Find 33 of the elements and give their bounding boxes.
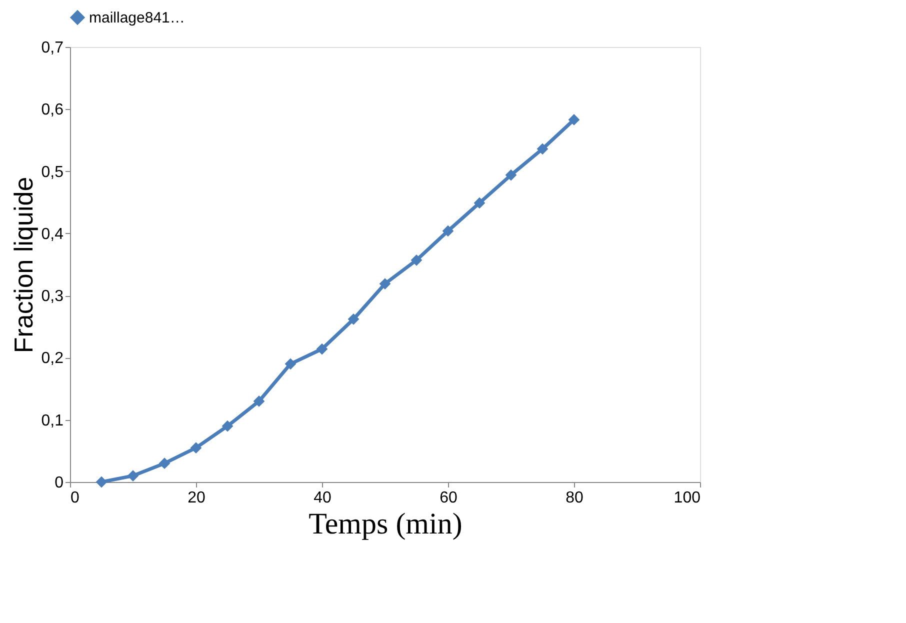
point [410,254,422,266]
point [253,396,265,407]
y-tick-label: 0,2 [41,350,64,368]
point [190,442,202,454]
x-tick-label: 60 [440,490,458,506]
y-tick-label: 0,5 [41,164,64,181]
x-axis-title: Temps (min) [308,508,462,540]
x-tick-label: 100 [674,490,701,506]
point [222,420,234,432]
y-tick-label: 0,3 [41,288,64,306]
x-tick-label: 0 [70,490,80,506]
point [316,343,328,355]
point [158,458,170,470]
point [536,143,548,155]
point [348,313,360,325]
point [127,470,139,482]
point [568,114,580,126]
point [474,197,486,209]
y-axis-title: Fraction liquide [8,176,38,354]
point [96,476,108,488]
legend-label: maillage841… [89,10,185,26]
y-tick-label: 0,4 [41,226,64,243]
point [379,278,391,290]
y-tick-label: 0 [54,474,64,492]
x-tick-label: 20 [188,490,206,506]
y-tick-label: 0,7 [41,40,64,56]
point [284,358,296,370]
point [505,169,517,181]
y-tick-label: 0,1 [41,412,64,430]
point [442,225,454,237]
x-tick-label: 40 [314,490,332,506]
y-tick-label: 0,6 [41,102,64,119]
x-tick-label: 80 [566,490,584,506]
